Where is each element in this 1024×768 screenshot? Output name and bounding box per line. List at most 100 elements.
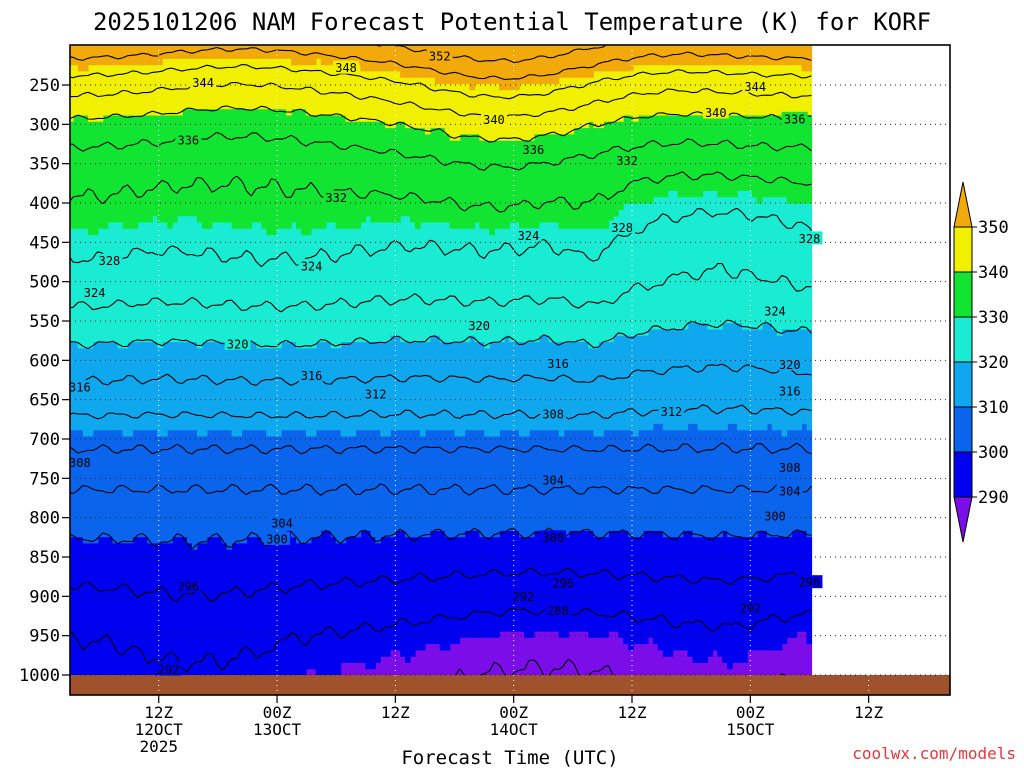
y-tick-label: 700	[29, 430, 60, 450]
contour-label: 324	[518, 229, 540, 243]
contour-label-bg	[545, 356, 572, 370]
colorbar-swatch	[953, 271, 973, 318]
colorbar-swatch	[953, 181, 973, 228]
contour-label: 304	[542, 473, 564, 487]
contour-304	[70, 483, 812, 496]
contour-292	[70, 607, 812, 673]
contour-label: 296	[552, 576, 574, 590]
y-axis: 250 300 350 400 450 500 550 600 650 700 750 800 850 9…	[19, 76, 70, 686]
contour-label: 324	[301, 259, 323, 273]
contour-label: 336	[177, 134, 199, 148]
y-tick-label: 800	[29, 509, 60, 529]
contour-label-bg	[264, 531, 291, 545]
contour-label-bg	[510, 589, 537, 603]
colorbar: 290 300 310 320 330 340 350	[953, 181, 1009, 543]
contour-label-bg	[81, 285, 108, 299]
colorbar-swatch	[953, 406, 973, 453]
contour-324	[70, 263, 812, 313]
contour-label: 308	[542, 407, 564, 421]
contour-336	[70, 131, 812, 171]
y-tick-label: 950	[29, 627, 60, 647]
contour-label-bg	[268, 516, 295, 530]
contour-label: 312	[365, 388, 387, 402]
y-tick-label: 350	[29, 155, 60, 175]
x-tick-label: 00Z	[263, 703, 292, 722]
colorbar-tick-label: 310	[978, 398, 1009, 418]
contour-label-bg	[466, 318, 493, 332]
contour-label: 304	[779, 484, 801, 498]
x-tick-label: 12Z	[618, 703, 647, 722]
contour-label-bg	[796, 231, 823, 245]
contour-label: 328	[799, 232, 821, 246]
contour-label-bg	[737, 601, 764, 615]
plot-frame	[69, 44, 951, 696]
contour-label-bg	[520, 142, 547, 156]
contour-label-bg	[776, 384, 803, 398]
contour-label: 320	[779, 358, 801, 372]
contour-label-bg	[776, 483, 803, 497]
contour-label: 352	[429, 49, 451, 63]
contour-label-bg	[540, 406, 567, 420]
contour-label-bg	[702, 105, 729, 119]
y-tick-label: 550	[29, 312, 60, 332]
colorbar-swatch	[953, 316, 973, 363]
y-tick-label: 400	[29, 194, 60, 214]
y-tick-label: 500	[29, 273, 60, 293]
theta-band-310-320	[70, 322, 813, 437]
contour-label-bg	[70, 455, 93, 469]
ground-strip	[70, 675, 950, 695]
contour-label-bg	[480, 112, 507, 126]
contour-label: 324	[84, 286, 106, 300]
contour-label: 296	[177, 580, 199, 594]
y-tick-label: 850	[29, 548, 60, 568]
theta-band-350-360	[70, 45, 813, 91]
contour-label: 332	[325, 191, 347, 205]
x-tick-label: 12Z	[854, 703, 883, 722]
contour-label: 332	[616, 154, 638, 168]
contour-label-bg	[224, 336, 251, 350]
contour-312	[70, 404, 812, 420]
contour-label-bg	[614, 153, 641, 167]
contour-label: 308	[779, 461, 801, 475]
contour-316	[70, 363, 812, 386]
contour-296	[70, 567, 812, 603]
x-tick-label: 12OCT	[135, 720, 184, 739]
colorbar-tick-label: 290	[978, 488, 1009, 508]
contour-label: 340	[705, 106, 727, 120]
contour-label-bg	[776, 357, 803, 371]
contour-label-bg	[658, 404, 685, 418]
x-tick-label: 00Z	[499, 703, 528, 722]
contour-label: 316	[69, 381, 91, 395]
contour-300	[70, 527, 812, 550]
contour-label-bg	[362, 387, 389, 401]
x-tick-label: 00Z	[736, 703, 765, 722]
contour-label-bg	[190, 75, 217, 89]
credit-text: coolwx.com/models	[852, 744, 1016, 763]
contour-label-bg	[515, 228, 542, 242]
colorbar-swatch	[953, 496, 973, 543]
contour-348	[70, 64, 812, 100]
contour-label-bg	[323, 190, 350, 204]
contour-label-bg	[781, 111, 808, 125]
x-tick-label: 15OCT	[726, 720, 775, 739]
contour-332	[70, 171, 812, 213]
contour-344	[70, 81, 812, 120]
colorbar-swatch	[953, 226, 973, 273]
contour-label: 316	[547, 357, 569, 371]
contour-labels: 352 348 344 344 340 340 336 336 336 332 332 328 328 3…	[69, 48, 823, 677]
contour-label: 344	[744, 80, 766, 94]
contour-label: 300	[542, 531, 564, 545]
contour-320	[70, 319, 812, 349]
contour-label: 340	[483, 113, 505, 127]
y-tick-label: 300	[29, 115, 60, 135]
colorbar-tick-label: 330	[978, 308, 1009, 328]
contour-label-bg	[549, 575, 576, 589]
contour-label-bg	[333, 60, 360, 74]
contour-label-bg	[155, 662, 182, 676]
contour-352	[70, 46, 812, 80]
contour-label: 336	[784, 112, 806, 126]
contour-label-bg	[540, 472, 567, 486]
contour-label-bg	[70, 380, 93, 394]
contour-label-bg	[175, 133, 202, 147]
contour-label: 300	[764, 510, 786, 524]
